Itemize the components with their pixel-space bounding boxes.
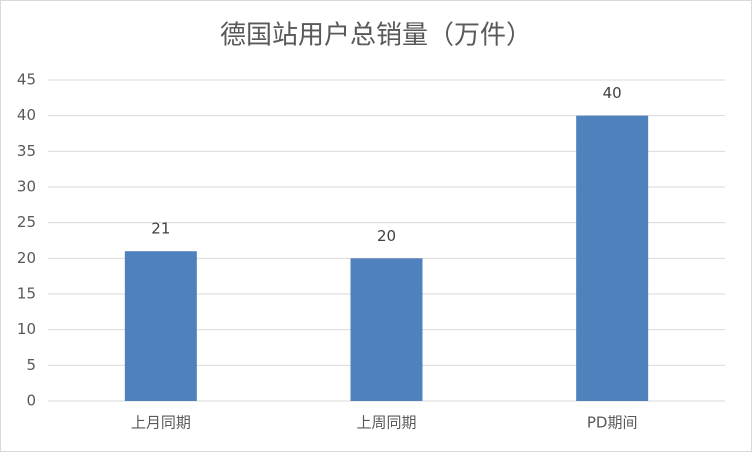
y-tick-label: 25 — [17, 213, 36, 231]
y-tick-label: 35 — [17, 142, 36, 160]
x-tick-label: 上月同期 — [131, 414, 191, 432]
bar — [350, 258, 423, 401]
x-tick-label: PD期间 — [587, 414, 638, 432]
y-tick-label: 30 — [17, 178, 36, 196]
data-label: 40 — [603, 84, 622, 102]
data-label: 20 — [377, 227, 396, 245]
y-tick-label: 40 — [17, 106, 36, 124]
data-label: 21 — [151, 220, 170, 238]
bar — [576, 115, 649, 402]
bar — [124, 251, 197, 401]
y-tick-label: 5 — [26, 356, 36, 374]
y-tick-label: 15 — [17, 285, 36, 303]
y-tick-label: 0 — [26, 392, 36, 410]
chart-title: 德国站用户总销量（万件） — [220, 21, 532, 51]
y-tick-label: 20 — [17, 249, 36, 267]
y-tick-label: 10 — [17, 320, 36, 338]
x-tick-label: 上周同期 — [356, 414, 416, 432]
y-tick-label: 45 — [17, 71, 36, 89]
